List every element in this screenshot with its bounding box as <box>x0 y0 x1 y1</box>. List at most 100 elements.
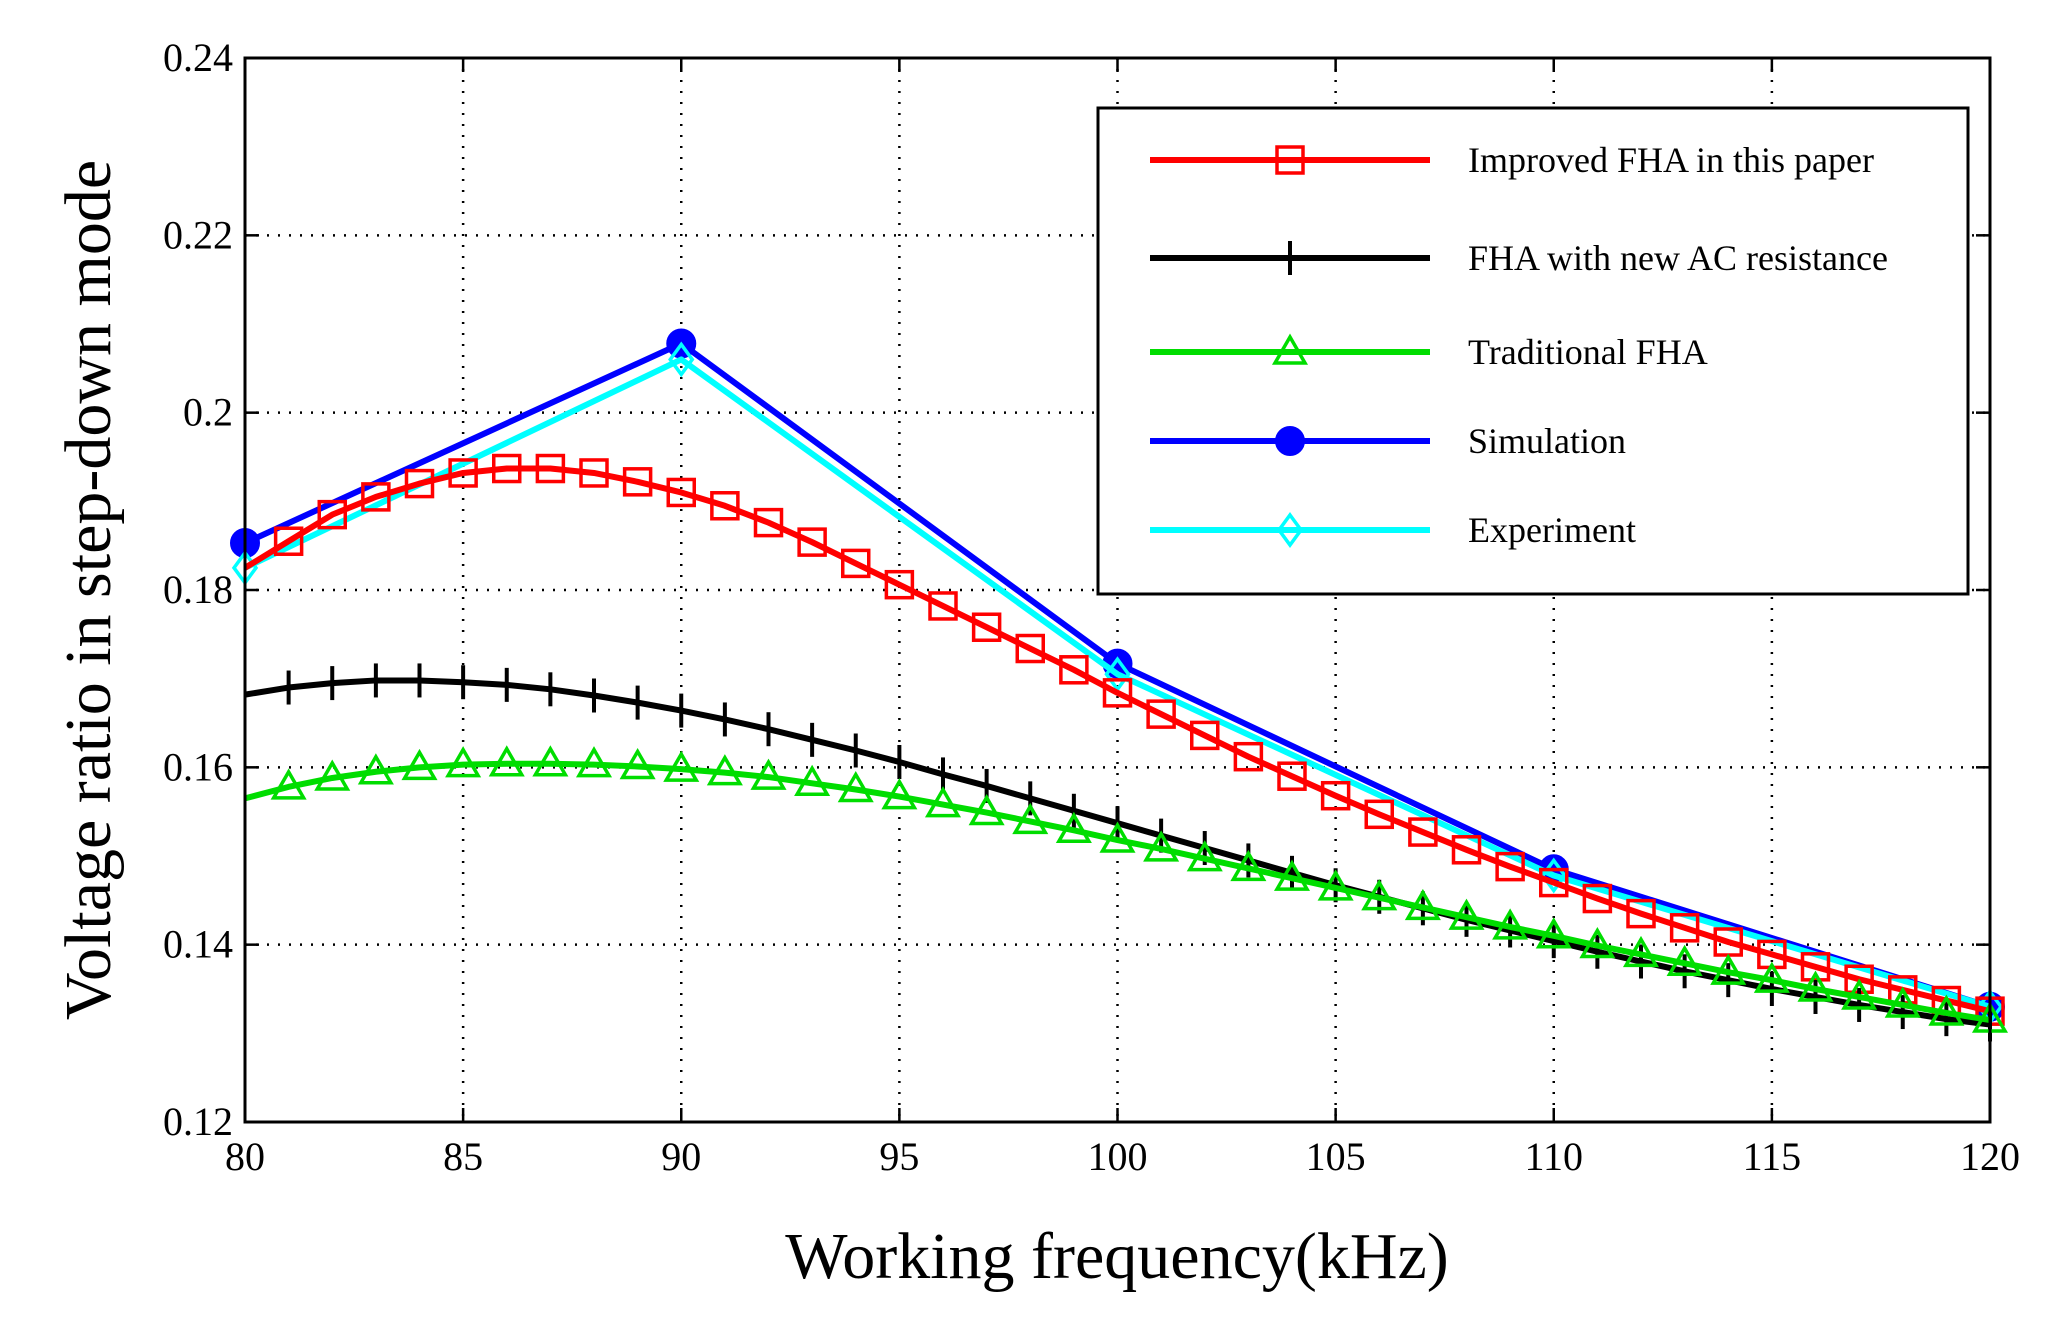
legend-label: Improved FHA in this paper <box>1468 140 1874 180</box>
series-traditional-fha <box>244 745 2009 1033</box>
triangle-marker <box>1273 859 1311 891</box>
triangle-marker <box>1099 821 1136 853</box>
square-marker <box>1669 913 1700 943</box>
y-tick-label: 0.22 <box>163 212 233 257</box>
series-improved-fha-in-this-paper <box>243 453 2005 1026</box>
triangle-marker <box>1361 879 1398 911</box>
triangle-marker <box>1492 908 1529 940</box>
square-marker <box>1582 883 1613 914</box>
square-marker <box>1539 867 1569 898</box>
y-tick-label: 0.18 <box>163 567 233 612</box>
square-marker <box>884 569 915 600</box>
square-marker <box>797 527 827 557</box>
y-tick-label: 0.14 <box>163 922 233 967</box>
y-tick-label: 0.24 <box>163 35 233 80</box>
series-line <box>244 760 1991 1023</box>
legend-circle-marker <box>1275 426 1305 456</box>
triangle-marker <box>445 746 482 778</box>
legend-square-marker <box>1275 145 1305 175</box>
triangle-marker <box>270 768 307 800</box>
legend-label: Experiment <box>1468 510 1636 550</box>
triangle-marker <box>1055 811 1092 844</box>
square-marker <box>535 453 566 484</box>
square-marker <box>1190 720 1220 751</box>
square-marker <box>361 482 391 512</box>
triangle-marker <box>1535 917 1572 949</box>
triangle-marker <box>575 746 613 778</box>
square-marker <box>448 458 478 488</box>
x-tick-label: 105 <box>1306 1134 1366 1179</box>
triangle-marker <box>837 770 874 803</box>
square-marker <box>928 591 958 621</box>
square-marker <box>1277 761 1307 791</box>
triangle-marker <box>794 764 831 797</box>
triangle-marker <box>488 745 525 777</box>
triangle-marker <box>1448 898 1485 930</box>
square-marker <box>1495 851 1525 882</box>
triangle-marker <box>532 745 569 777</box>
triangle-marker <box>1666 944 1703 977</box>
square-marker <box>1320 780 1351 811</box>
triangle-marker <box>1753 961 1790 993</box>
square-marker <box>317 499 347 530</box>
square-marker <box>273 526 304 556</box>
triangle-marker <box>619 747 656 780</box>
triangle-marker <box>1143 830 1180 862</box>
triangle-marker <box>401 748 438 781</box>
y-tick-label: 0.12 <box>163 1099 233 1144</box>
square-marker <box>622 467 653 497</box>
x-tick-label: 90 <box>661 1134 701 1179</box>
x-tick-label: 115 <box>1743 1134 1802 1179</box>
triangle-marker <box>924 786 962 818</box>
square-marker <box>753 507 784 538</box>
y-tick-label: 0.2 <box>183 390 233 435</box>
square-marker <box>841 548 871 579</box>
square-marker <box>1015 633 1045 664</box>
square-marker <box>1408 817 1438 847</box>
triangle-marker <box>1884 986 1921 1018</box>
triangle-marker <box>1012 802 1049 835</box>
legend-label: Simulation <box>1468 421 1626 461</box>
x-tick-label: 80 <box>225 1134 265 1179</box>
triangle-marker <box>1186 840 1223 872</box>
triangle-marker <box>663 750 700 782</box>
square-marker <box>666 477 696 508</box>
y-axis-title: Voltage ratio in step-down mode <box>52 160 125 1020</box>
x-tick-label: 110 <box>1524 1134 1583 1179</box>
axis-ticks: 80 85 90 95 100 105 110 115 120 0.12 0.14 0.16 0.18 0… <box>163 35 2020 1179</box>
x-tick-label: 100 <box>1088 1134 1148 1179</box>
square-marker <box>710 491 740 521</box>
triangle-marker <box>1317 869 1354 901</box>
triangle-marker <box>881 778 918 810</box>
triangle-marker <box>1841 978 1878 1010</box>
square-marker <box>1102 678 1133 708</box>
square-marker <box>1800 952 1831 982</box>
diamond-marker <box>1104 656 1131 693</box>
legend-item: Traditional FHA <box>1150 332 1708 372</box>
triangle-marker <box>1622 935 1660 968</box>
triangle-marker <box>1230 849 1267 882</box>
triangle-marker <box>1579 927 1616 959</box>
x-axis-title: Working frequency(kHz) <box>785 1220 1449 1293</box>
triangle-marker <box>1928 994 1965 1026</box>
square-marker <box>579 458 609 488</box>
square-marker <box>1364 799 1394 830</box>
x-tick-label: 95 <box>879 1134 919 1179</box>
triangle-marker <box>314 759 351 791</box>
square-marker <box>1233 741 1264 772</box>
x-tick-label: 120 <box>1960 1134 2020 1179</box>
y-tick-label: 0.16 <box>163 744 233 789</box>
diamond-marker <box>668 341 695 378</box>
square-marker <box>404 468 435 499</box>
triangle-marker <box>357 753 394 785</box>
legend-diamond-marker <box>1276 512 1304 548</box>
triangle-marker <box>706 754 743 786</box>
legend-item: FHA with new AC resistance <box>1150 238 1888 278</box>
triangle-marker <box>750 758 787 790</box>
legend-item: Simulation <box>1150 421 1626 461</box>
square-marker <box>1059 655 1089 685</box>
legend-item: Experiment <box>1150 510 1636 550</box>
square-marker <box>971 612 1002 642</box>
legend-item: Improved FHA in this paper <box>1150 140 1874 180</box>
triangle-marker <box>1710 953 1747 985</box>
